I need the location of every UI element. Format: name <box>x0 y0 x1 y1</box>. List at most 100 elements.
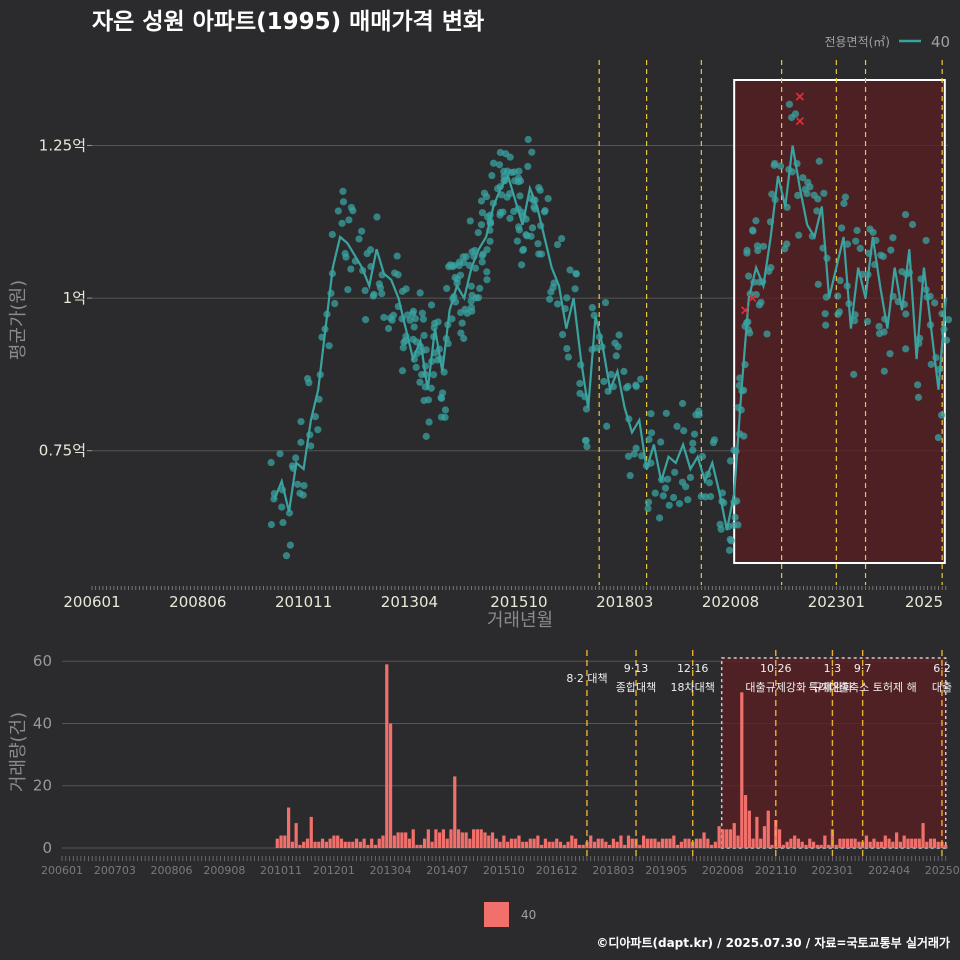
price-point <box>441 413 449 421</box>
volume-bar <box>759 838 763 848</box>
price-point <box>282 552 291 560</box>
price-point <box>889 234 897 242</box>
price-point <box>815 157 823 165</box>
volume-bar <box>728 829 733 848</box>
price-point <box>448 315 456 323</box>
volume-bar <box>921 823 925 848</box>
volume-bar <box>887 838 891 848</box>
price-point <box>710 436 719 444</box>
volume-y-tick-label: 40 <box>33 714 52 732</box>
price-point <box>286 541 294 549</box>
price-point <box>852 237 860 245</box>
volume-bar <box>781 844 785 848</box>
cancelled-deal-marker <box>795 92 804 101</box>
volume-bar <box>641 835 646 848</box>
price-point <box>576 379 584 388</box>
volume-bar <box>653 838 657 848</box>
price-point <box>768 190 776 198</box>
price-point <box>398 367 407 375</box>
price-point <box>647 410 655 418</box>
price-point <box>588 304 596 312</box>
volume-x-tick-label: 201510 <box>483 864 525 877</box>
volume-x-tick-label: 200703 <box>94 864 136 877</box>
volume-legend-label: 40 <box>521 908 536 922</box>
price-point <box>358 227 366 235</box>
policy-date-label: 6·2 <box>933 662 951 675</box>
volume-bar <box>536 835 540 848</box>
price-point <box>914 381 922 389</box>
volume-legend: 40 <box>484 902 536 927</box>
volume-bar <box>547 841 551 848</box>
volume-bar <box>898 841 903 848</box>
volume-bar <box>494 838 498 848</box>
price-point <box>901 210 910 219</box>
legend-bar-swatch <box>484 902 509 927</box>
price-point <box>572 270 580 278</box>
price-point <box>460 334 468 343</box>
volume-bar <box>464 832 468 848</box>
volume-bar <box>339 838 344 848</box>
volume-plot: 8·2 대책 9·13 종합대책 12·16 18차대책 10·26 대출규제강화 1·3 규제… <box>62 650 952 860</box>
price-point <box>546 295 554 303</box>
price-point <box>626 471 634 480</box>
volume-bar <box>834 844 838 848</box>
volume-bar <box>392 835 396 848</box>
volume-bar <box>317 841 321 848</box>
price-point <box>378 289 386 298</box>
price-point <box>457 329 465 337</box>
price-point <box>922 236 930 245</box>
price-point <box>489 159 498 167</box>
volume-bar <box>876 841 880 848</box>
footer-credit: ©디아파트(dapt.kr) / 2025.07.30 / 자료=국토교통부 실… <box>596 935 950 950</box>
price-point <box>678 399 687 408</box>
price-point <box>267 520 276 529</box>
price-point <box>752 217 760 225</box>
price-point <box>297 438 305 446</box>
price-point <box>361 316 370 324</box>
price-point <box>536 186 544 194</box>
volume-bar <box>286 807 291 848</box>
price-point <box>339 187 347 195</box>
volume-bar <box>381 835 385 848</box>
price-point <box>331 299 339 308</box>
price-point <box>285 509 294 517</box>
volume-bar <box>351 841 355 848</box>
volume-bar <box>309 816 313 848</box>
price-point <box>731 513 739 522</box>
volume-bar <box>506 841 510 848</box>
price-point <box>838 224 846 232</box>
volume-bar <box>555 838 559 848</box>
volume-bar <box>543 838 548 848</box>
price-point <box>563 294 571 302</box>
volume-bar <box>415 844 419 848</box>
price-point <box>462 253 470 261</box>
volume-bar <box>740 692 744 848</box>
volume-bar <box>619 835 623 848</box>
price-plot <box>92 60 953 585</box>
volume-bar <box>460 832 464 848</box>
policy-name-label: 대출 <box>932 681 952 694</box>
price-point <box>305 379 313 387</box>
price-point <box>647 429 656 437</box>
price-point <box>334 207 342 215</box>
price-point <box>427 384 435 392</box>
price-point <box>510 168 518 176</box>
volume-bar <box>445 838 449 848</box>
volume-bar <box>521 841 525 848</box>
volume-bar <box>373 844 378 848</box>
volume-bar <box>596 838 600 848</box>
price-point <box>524 135 532 144</box>
volume-bar <box>600 838 604 848</box>
volume-bar <box>879 841 884 848</box>
x-tick-label: 201011 <box>275 593 332 611</box>
volume-bar <box>819 844 823 848</box>
price-point <box>853 226 861 235</box>
price-point <box>836 276 844 285</box>
price-point <box>516 192 524 200</box>
legend-item-label: 40 <box>931 33 950 51</box>
price-point <box>725 546 734 554</box>
price-point <box>311 413 319 421</box>
price-point <box>314 426 322 434</box>
price-point <box>431 319 439 327</box>
price-point <box>863 317 872 326</box>
